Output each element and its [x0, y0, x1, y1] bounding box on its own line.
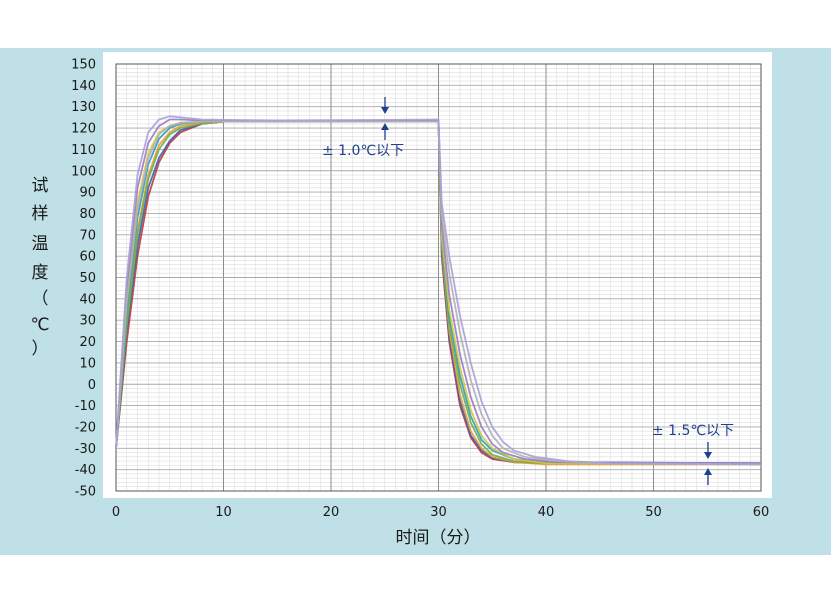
arrow-down-icon — [381, 97, 389, 114]
x-tick-labels: 0 10 20 30 40 50 60 — [112, 505, 769, 520]
x-tick-label: 40 — [538, 505, 555, 520]
annotation-top: ± 1.0℃以下 — [322, 97, 404, 159]
y-tick-label: 130 — [71, 100, 96, 115]
y-tick-label: -50 — [75, 485, 96, 500]
y-tick-label: 100 — [71, 164, 96, 179]
plot-border — [115, 63, 762, 492]
y-axis-title-char: 温 — [32, 234, 49, 254]
y-tick-label: 60 — [79, 250, 96, 265]
x-tick-label: 30 — [430, 505, 447, 520]
series-layer — [115, 115, 762, 466]
y-tick-label: -30 — [75, 442, 96, 457]
tolerance-label-bottom: ± 1.5℃以下 — [652, 423, 734, 439]
y-tick-label: 50 — [79, 271, 96, 286]
series-line-9 — [115, 115, 762, 466]
y-tick-label: 40 — [79, 292, 96, 307]
x-tick-label: 10 — [215, 505, 232, 520]
y-tick-label: 90 — [79, 186, 96, 201]
x-tick-label: 0 — [112, 505, 120, 520]
x-tick-label: 50 — [645, 505, 662, 520]
y-tick-label: 20 — [79, 335, 96, 350]
y-axis-title-char: 样 — [32, 204, 49, 224]
y-axis-title-char: （ — [32, 289, 49, 309]
y-tick-label: 120 — [71, 122, 96, 137]
chart-frame: 150 140 130 120 110 100 90 80 70 60 50 40 30 20 10 0 -10… — [0, 48, 831, 555]
y-tick-label: 110 — [71, 143, 96, 158]
y-axis-title-char: ） — [32, 339, 49, 359]
x-tick-label: 20 — [323, 505, 340, 520]
y-axis-title-char: 度 — [32, 263, 49, 283]
y-tick-label: -10 — [75, 399, 96, 414]
y-tick-label: 80 — [79, 207, 96, 222]
arrow-up-icon — [381, 123, 389, 140]
plot-area — [103, 52, 772, 498]
y-tick-label: 10 — [79, 356, 96, 371]
x-axis-title: 时间（分） — [396, 528, 481, 548]
x-tick-label: 60 — [753, 505, 770, 520]
y-tick-label: -20 — [75, 420, 96, 435]
temperature-chart: 1501401301201101009080706050403020100-10… — [30, 52, 772, 548]
y-tick-label: 0 — [88, 378, 96, 393]
y-axis-title-char: 试 — [32, 176, 49, 196]
arrow-down-icon — [704, 442, 712, 459]
y-tick-label: -40 — [75, 463, 96, 478]
tolerance-label-top: ± 1.0℃以下 — [322, 143, 404, 159]
y-tick-label: 140 — [71, 79, 96, 94]
annotation-bottom: ± 1.5℃以下 — [652, 423, 734, 485]
arrow-up-icon — [704, 468, 712, 485]
y-tick-label: 150 — [71, 58, 96, 73]
series-line-8 — [115, 120, 762, 466]
y-axis-title-char: ℃ — [30, 315, 49, 335]
y-tick-label: 30 — [79, 314, 96, 329]
y-tick-label: 70 — [79, 228, 96, 243]
y-tick-labels: 1501401301201101009080706050403020100-10… — [71, 58, 96, 500]
